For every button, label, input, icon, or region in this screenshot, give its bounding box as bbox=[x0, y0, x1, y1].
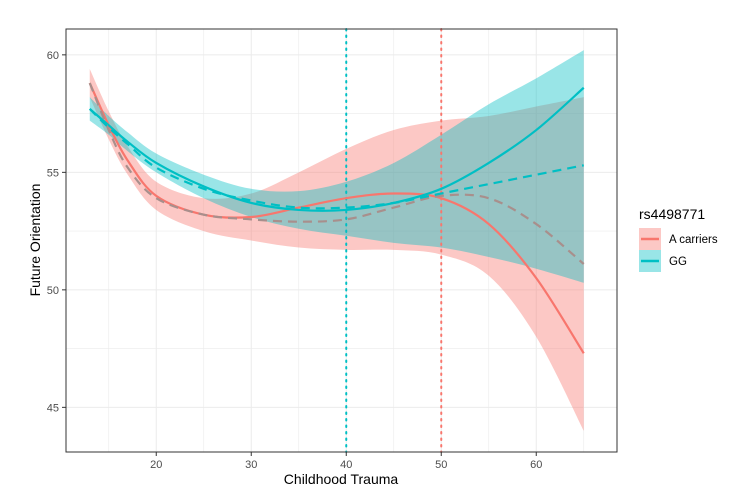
series-line-a-carriers-dashed bbox=[88, 82, 585, 265]
series-line-gg-dashed bbox=[88, 108, 584, 210]
x-tick-label: 50 bbox=[435, 459, 447, 471]
y-tick-label: 60 bbox=[47, 50, 59, 62]
x-tick-label: 20 bbox=[150, 459, 162, 471]
y-axis-title: Future Orientation bbox=[27, 184, 43, 297]
legend-label-gg: GG bbox=[669, 256, 687, 268]
x-tick-label: 30 bbox=[245, 459, 257, 471]
legend-title: rs4498771 bbox=[639, 206, 705, 222]
confidence-bands bbox=[89, 50, 584, 431]
x-axis: 20 30 40 50 60 bbox=[150, 452, 542, 471]
series-line-gg bbox=[89, 86, 585, 212]
reference-lines bbox=[345, 28, 443, 453]
legend: rs4498771 A carriers GG bbox=[639, 206, 718, 272]
x-tick-label: 60 bbox=[530, 459, 542, 471]
legend-item-a-carriers: A carriers bbox=[639, 228, 718, 250]
series-lines bbox=[88, 82, 585, 354]
y-tick-label: 50 bbox=[47, 285, 59, 297]
ci-band-a-carriers bbox=[89, 68, 584, 431]
legend-item-gg: GG bbox=[639, 250, 687, 272]
plot-panel bbox=[65, 28, 618, 453]
x-tick-label: 40 bbox=[340, 459, 352, 471]
y-axis: 45 50 55 60 bbox=[47, 50, 66, 414]
legend-label-a-carriers: A carriers bbox=[669, 234, 718, 246]
panel-border bbox=[65, 28, 618, 453]
x-axis-title: Childhood Trauma bbox=[284, 471, 399, 487]
y-tick-label: 55 bbox=[47, 167, 59, 179]
ci-band-gg bbox=[89, 50, 584, 283]
y-tick-label: 45 bbox=[47, 402, 59, 414]
